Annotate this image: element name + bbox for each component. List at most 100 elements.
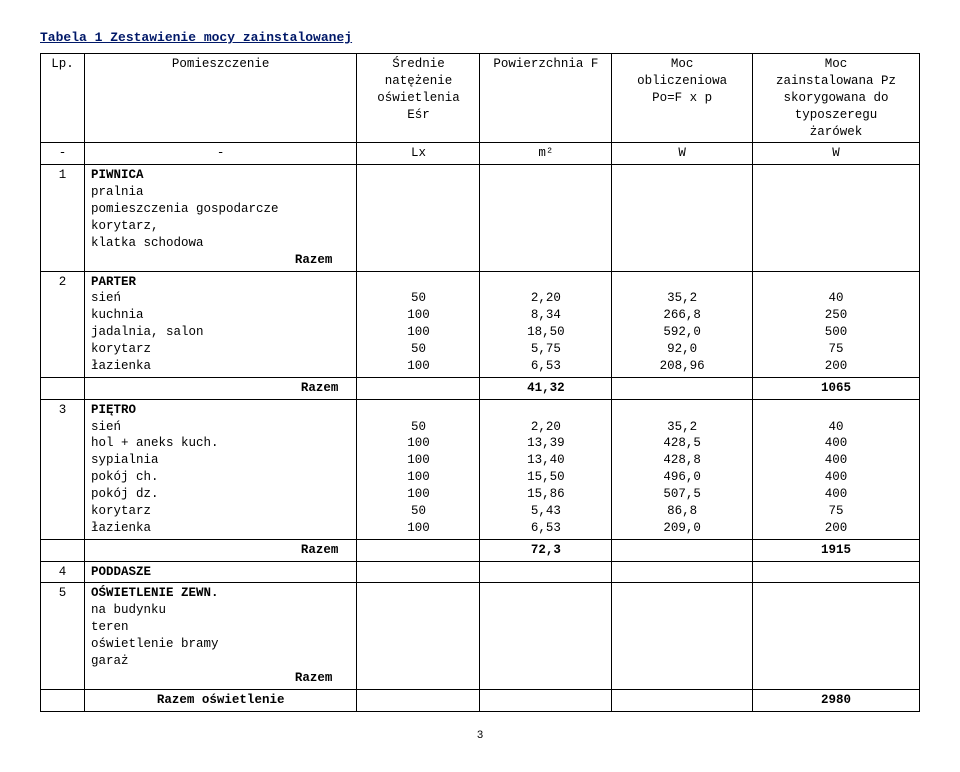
sec3-block: 3 PIĘTRO sień hol + aneks kuch. sypialni…	[41, 399, 920, 539]
sec3-r4-f: 15,86	[486, 486, 605, 503]
sec3-r1-f: 13,39	[486, 435, 605, 452]
sec2-sum-label: Razem	[84, 377, 357, 399]
sec3-sum-lp	[41, 539, 85, 561]
table-title: Tabela 1 Zestawienie mocy zainstalowanej	[40, 30, 920, 45]
h-f: Powierzchnia F	[480, 54, 612, 143]
sec2-sum-esr	[357, 377, 480, 399]
sec1-razem: Razem	[91, 252, 351, 269]
sec2-sum-lp	[41, 377, 85, 399]
sec3-r2-f: 13,40	[486, 452, 605, 469]
sec2-r3-pz: 75	[759, 341, 913, 358]
u-lp: -	[41, 143, 85, 165]
sec2-r2: jadalnia, salon	[91, 324, 351, 341]
u-pz: W	[752, 143, 919, 165]
h-lp: Lp.	[41, 54, 85, 143]
sec5-po	[612, 583, 753, 689]
sec4-block: 4 PODDASZE	[41, 561, 920, 583]
sec3-sum-esr	[357, 539, 480, 561]
sec3-sum-f: 72,3	[480, 539, 612, 561]
sec2-name: PARTER	[91, 274, 351, 291]
sec2-r2-esr: 100	[363, 324, 473, 341]
sec1-row-2: korytarz,	[91, 218, 351, 235]
sec4-f	[480, 561, 612, 583]
sec4-name: PODDASZE	[84, 561, 357, 583]
sec3-r6-po: 209,0	[618, 520, 746, 537]
sec2-n: 2	[41, 271, 85, 377]
sec5-r0: na budynku	[91, 602, 351, 619]
sec3-sum: Razem 72,3 1915	[41, 539, 920, 561]
h-pz: Moc zainstalowana Pz skorygowana do typo…	[752, 54, 919, 143]
sec3-r0-esr: 50	[363, 419, 473, 436]
sec3-r3-pz: 400	[759, 469, 913, 486]
page-number: 3	[40, 730, 920, 742]
sec2-po: 35,2 266,8 592,0 92,0 208,96	[612, 271, 753, 377]
sec3-body: PIĘTRO sień hol + aneks kuch. sypialnia …	[84, 399, 357, 539]
sec2-r1-pz: 250	[759, 307, 913, 324]
total-esr	[357, 689, 480, 711]
sec2-r3-esr: 50	[363, 341, 473, 358]
sec3-r6: łazienka	[91, 520, 351, 537]
sec2-sum: Razem 41,32 1065	[41, 377, 920, 399]
sec2-r0-f: 2,20	[486, 290, 605, 307]
sec5-body: OŚWIETLENIE ZEWN. na budynku teren oświe…	[84, 583, 357, 689]
sec2-r4-pz: 200	[759, 358, 913, 375]
sec2-r3-po: 92,0	[618, 341, 746, 358]
u-pom: -	[84, 143, 357, 165]
sec1-f	[480, 165, 612, 271]
sec3-pz: 40 400 400 400 400 75 200	[752, 399, 919, 539]
sec3-r1-po: 428,5	[618, 435, 746, 452]
sec3-r0: sień	[91, 419, 351, 436]
sec3-r0-f: 2,20	[486, 419, 605, 436]
total-po	[612, 689, 753, 711]
sec3-r4-esr: 100	[363, 486, 473, 503]
sec5-razem: Razem	[91, 670, 351, 687]
sec3-r0-po: 35,2	[618, 419, 746, 436]
h-esr: Średnie natężenie oświetlenia Eśr	[357, 54, 480, 143]
sec3-n: 3	[41, 399, 85, 539]
sec2-r1-po: 266,8	[618, 307, 746, 324]
sec5-pz	[752, 583, 919, 689]
sec3-sum-po	[612, 539, 753, 561]
sec3-r5-po: 86,8	[618, 503, 746, 520]
sec2-f: 2,20 8,34 18,50 5,75 6,53	[480, 271, 612, 377]
sec2-r1-f: 8,34	[486, 307, 605, 324]
sec2-r1: kuchnia	[91, 307, 351, 324]
sec3-r6-esr: 100	[363, 520, 473, 537]
sec3-r5: korytarz	[91, 503, 351, 520]
sec2-r1-esr: 100	[363, 307, 473, 324]
sec3-r4-pz: 400	[759, 486, 913, 503]
sec5-r2: oświetlenie bramy	[91, 636, 351, 653]
sec5-r1: teren	[91, 619, 351, 636]
h-pomieszczenie: Pomieszczenie	[84, 54, 357, 143]
sec3-sum-pz: 1915	[752, 539, 919, 561]
sec2-r4-esr: 100	[363, 358, 473, 375]
sec3-r5-f: 5,43	[486, 503, 605, 520]
sec1-block: 1 PIWNICA pralnia pomieszczenia gospodar…	[41, 165, 920, 271]
sec3-r5-pz: 75	[759, 503, 913, 520]
sec1-n: 1	[41, 165, 85, 271]
sec3-r3-po: 496,0	[618, 469, 746, 486]
sec5-f	[480, 583, 612, 689]
sec2-r2-po: 592,0	[618, 324, 746, 341]
sec3-f: 2,20 13,39 13,40 15,50 15,86 5,43 6,53	[480, 399, 612, 539]
total-row: Razem oświetlenie 2980	[41, 689, 920, 711]
sec1-row-3: klatka schodowa	[91, 235, 351, 252]
sec5-esr	[357, 583, 480, 689]
sec5-name: OŚWIETLENIE ZEWN.	[91, 585, 351, 602]
sec2-r4: łazienka	[91, 358, 351, 375]
sec2-sum-f: 41,32	[480, 377, 612, 399]
sec2-esr: 50 100 100 50 100	[357, 271, 480, 377]
sec3-esr: 50 100 100 100 100 50 100	[357, 399, 480, 539]
sec3-po: 35,2 428,5 428,8 496,0 507,5 86,8 209,0	[612, 399, 753, 539]
sec3-sum-label: Razem	[84, 539, 357, 561]
sec2-r0-po: 35,2	[618, 290, 746, 307]
sec1-pz	[752, 165, 919, 271]
sec2-pz: 40 250 500 75 200	[752, 271, 919, 377]
sec3-r1: hol + aneks kuch.	[91, 435, 351, 452]
sec3-r3-f: 15,50	[486, 469, 605, 486]
sec3-r2-esr: 100	[363, 452, 473, 469]
sec5-n: 5	[41, 583, 85, 689]
sec3-r4: pokój dz.	[91, 486, 351, 503]
total-pz: 2980	[752, 689, 919, 711]
sec3-r2-po: 428,8	[618, 452, 746, 469]
